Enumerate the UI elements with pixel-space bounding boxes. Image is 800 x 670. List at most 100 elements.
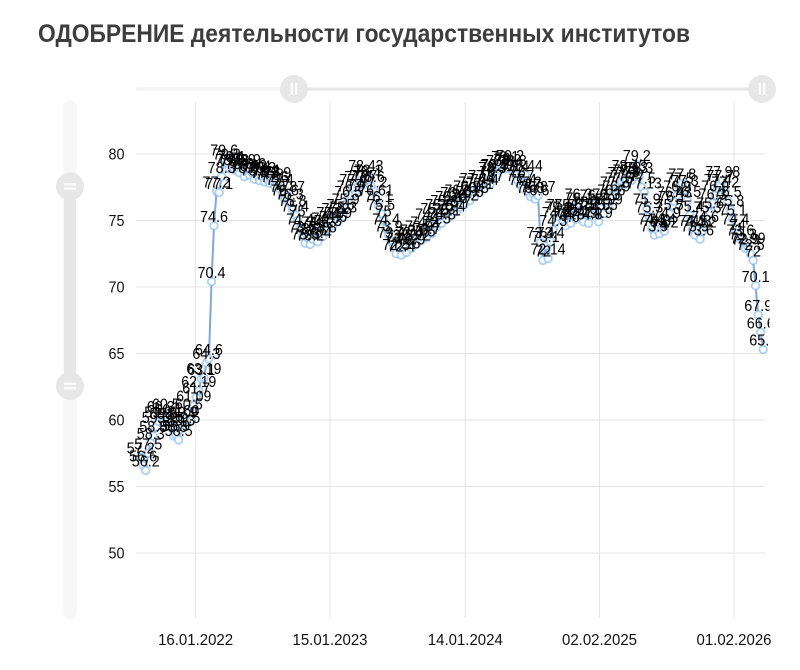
svg-text:77.9: 77.9	[263, 165, 291, 182]
svg-text:72.9: 72.9	[732, 232, 760, 249]
svg-text:75.8: 75.8	[716, 193, 744, 210]
svg-text:75.1: 75.1	[433, 202, 461, 219]
svg-text:76: 76	[452, 190, 468, 207]
svg-text:77.5: 77.5	[628, 170, 656, 187]
svg-text:77.6: 77.6	[261, 169, 289, 186]
svg-text:56.6: 56.6	[129, 448, 157, 465]
svg-text:78.9: 78.9	[228, 152, 256, 169]
svg-text:75.3: 75.3	[544, 200, 572, 217]
svg-text:75.7: 75.7	[572, 194, 600, 211]
svg-text:75.5: 75.5	[425, 197, 453, 214]
svg-text:75.1: 75.1	[719, 202, 747, 219]
svg-text:77.5: 77.5	[605, 170, 633, 187]
svg-text:77.2: 77.2	[360, 174, 388, 191]
svg-text:76.5: 76.5	[456, 184, 484, 201]
svg-text:77.2: 77.2	[711, 174, 739, 191]
svg-text:78.44: 78.44	[508, 158, 543, 175]
svg-text:75: 75	[290, 204, 306, 221]
svg-text:78.3: 78.3	[230, 160, 258, 177]
svg-text:72.5: 72.5	[737, 237, 765, 254]
svg-text:79.6: 79.6	[210, 143, 238, 160]
svg-text:76.6: 76.6	[597, 182, 625, 199]
svg-text:73.4: 73.4	[395, 225, 423, 242]
svg-text:78.8: 78.8	[220, 153, 248, 170]
svg-text:77.6: 77.6	[344, 169, 372, 186]
svg-text:78.1: 78.1	[241, 163, 269, 180]
svg-text:75.8: 75.8	[279, 193, 307, 210]
svg-text:58.8: 58.8	[160, 419, 188, 436]
svg-text:75.4: 75.4	[438, 198, 466, 215]
svg-text:76.3: 76.3	[592, 186, 620, 203]
svg-text:78.1: 78.1	[613, 163, 641, 180]
svg-text:77.4: 77.4	[266, 172, 294, 189]
svg-text:74.2: 74.2	[301, 214, 329, 231]
svg-text:74.3: 74.3	[678, 213, 706, 230]
svg-text:58.5: 58.5	[165, 423, 193, 440]
svg-text:78: 78	[479, 164, 495, 181]
svg-text:75.3: 75.3	[694, 200, 722, 217]
svg-text:73.6: 73.6	[686, 222, 714, 239]
svg-text:73.8: 73.8	[289, 220, 317, 237]
svg-text:78: 78	[264, 164, 280, 181]
svg-text:62.19: 62.19	[181, 374, 216, 391]
svg-text:78.43: 78.43	[612, 158, 647, 175]
svg-text:60: 60	[109, 413, 125, 430]
svg-text:77.4: 77.4	[704, 172, 732, 189]
svg-text:73.2: 73.2	[296, 228, 324, 245]
svg-text:75.5: 75.5	[577, 197, 605, 214]
svg-text:77.4: 77.4	[509, 172, 537, 189]
svg-text:76.43: 76.43	[657, 185, 692, 202]
svg-text:75.3: 75.3	[635, 200, 663, 217]
svg-text:74.8: 74.8	[415, 206, 443, 223]
svg-text:78.6: 78.6	[225, 156, 253, 173]
svg-text:79.1: 79.1	[218, 149, 246, 166]
svg-text:78: 78	[353, 164, 369, 181]
svg-text:61.09: 61.09	[176, 389, 211, 406]
svg-text:77.9: 77.9	[251, 165, 279, 182]
svg-text:76.6: 76.6	[521, 182, 549, 199]
svg-text:77: 77	[274, 177, 290, 194]
svg-text:66.6: 66.6	[747, 315, 775, 332]
svg-text:64.6: 64.6	[195, 342, 223, 359]
svg-text:77.9: 77.9	[608, 165, 636, 182]
svg-text:78.43: 78.43	[480, 158, 515, 175]
svg-text:75.9: 75.9	[587, 192, 615, 209]
svg-text:73.9: 73.9	[405, 218, 433, 235]
svg-text:74.6: 74.6	[691, 209, 719, 226]
svg-text:73.8: 73.8	[309, 220, 337, 237]
svg-text:75.9: 75.9	[595, 192, 623, 209]
svg-text:73.6: 73.6	[726, 222, 754, 239]
svg-text:75.5: 75.5	[590, 197, 618, 214]
svg-text:75: 75	[555, 204, 571, 221]
svg-text:57.2: 57.2	[127, 440, 155, 457]
svg-text:77.3: 77.3	[671, 173, 699, 190]
svg-text:74.9: 74.9	[653, 205, 681, 222]
svg-text:74.5: 74.5	[311, 210, 339, 227]
svg-text:74.2: 74.2	[410, 214, 438, 231]
svg-text:61.7: 61.7	[182, 381, 210, 398]
svg-text:79.2: 79.2	[623, 148, 651, 165]
svg-text:77.7: 77.7	[349, 168, 377, 185]
svg-text:78.43: 78.43	[348, 158, 383, 175]
svg-text:76.9: 76.9	[663, 178, 691, 195]
svg-text:78: 78	[624, 164, 640, 181]
svg-text:77.5: 77.5	[666, 170, 694, 187]
svg-text:78.4: 78.4	[501, 159, 529, 176]
svg-text:74.9: 74.9	[316, 205, 344, 222]
svg-text:78: 78	[252, 164, 268, 181]
svg-text:74.4: 74.4	[286, 212, 314, 229]
svg-text:76.3: 76.3	[276, 186, 304, 203]
svg-text:76.5: 76.5	[714, 184, 742, 201]
svg-text:78.8: 78.8	[486, 153, 514, 170]
svg-text:77.2: 77.2	[203, 174, 231, 191]
svg-text:76.2: 76.2	[451, 188, 479, 205]
svg-text:74.2: 74.2	[306, 214, 334, 231]
svg-text:77.2: 77.2	[514, 174, 542, 191]
svg-text:60: 60	[183, 403, 199, 420]
svg-text:75.9: 75.9	[332, 192, 360, 209]
svg-text:74.6: 74.6	[319, 209, 347, 226]
svg-text:59.9: 59.9	[170, 405, 198, 422]
svg-text:74.4: 74.4	[638, 212, 666, 229]
svg-text:74.9: 74.9	[570, 205, 598, 222]
svg-text:75.5: 75.5	[656, 197, 684, 214]
